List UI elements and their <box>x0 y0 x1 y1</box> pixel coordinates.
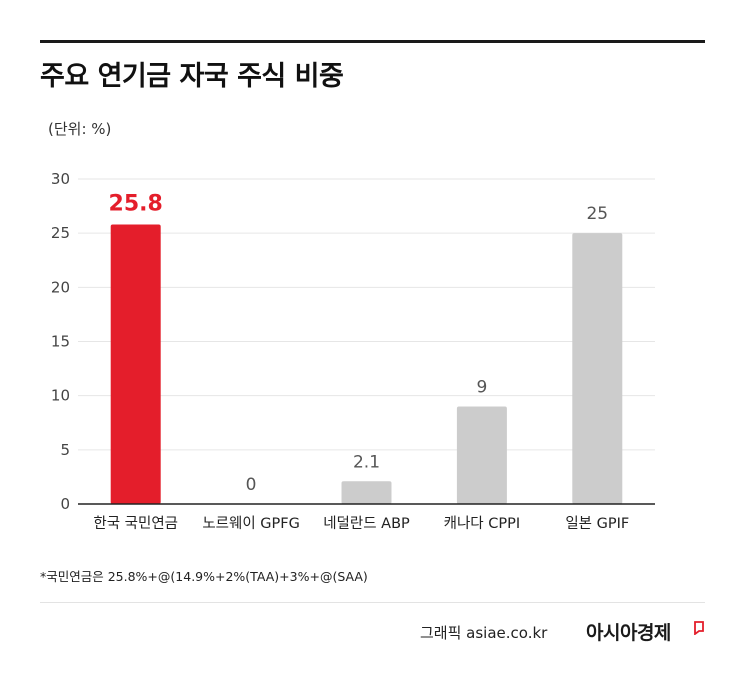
x-tick-label: 일본 GPIF <box>565 515 629 532</box>
data-label: 25.8 <box>109 192 163 217</box>
bottom-rule <box>40 602 705 603</box>
credit-text: 그래픽 asiae.co.kr <box>420 624 548 642</box>
x-tick-label: 캐나다 CPPI <box>444 515 521 532</box>
y-tick-label: 20 <box>51 278 70 296</box>
data-label: 0 <box>246 475 257 495</box>
data-label: 2.1 <box>353 452 380 472</box>
data-label: 25 <box>586 204 608 224</box>
x-tick-label: 노르웨이 GPFG <box>202 515 300 532</box>
unit-label: (단위: %) <box>48 120 112 138</box>
gridlines <box>78 178 655 451</box>
x-tick-labels: 한국 국민연금 노르웨이 GPFG 네덜란드 ABP 캐나다 CPPI 일본 GPIF <box>93 515 629 532</box>
bar-chart: 0 5 10 15 20 25 30 25.8 0 2.1 9 25 한국 국민연금 노르웨이 GPF… <box>51 170 655 532</box>
y-tick-labels: 0 5 10 15 20 25 30 <box>51 170 70 513</box>
bar <box>110 224 161 504</box>
data-label: 9 <box>476 378 487 398</box>
brand-logo: 아시아경제 <box>586 622 671 644</box>
y-tick-label: 10 <box>51 387 70 405</box>
bar <box>456 406 507 504</box>
y-tick-label: 5 <box>60 441 70 459</box>
y-tick-label: 15 <box>51 333 70 351</box>
y-tick-label: 25 <box>51 224 70 242</box>
value-labels: 25.8 0 2.1 9 25 <box>109 192 609 496</box>
brand-mark-icon <box>694 621 704 635</box>
bar <box>572 233 623 504</box>
x-tick-label: 한국 국민연금 <box>93 515 178 532</box>
x-tick-label: 네덜란드 ABP <box>323 515 410 532</box>
y-tick-label: 30 <box>51 170 70 188</box>
footnote: *국민연금은 25.8%+@(14.9%+2%(TAA)+3%+@(SAA) <box>40 569 368 584</box>
bars <box>110 224 623 504</box>
bar <box>341 481 392 504</box>
top-rule <box>40 40 705 43</box>
y-tick-label: 0 <box>60 495 70 513</box>
chart-title: 주요 연기금 자국 주식 비중 <box>40 61 344 92</box>
